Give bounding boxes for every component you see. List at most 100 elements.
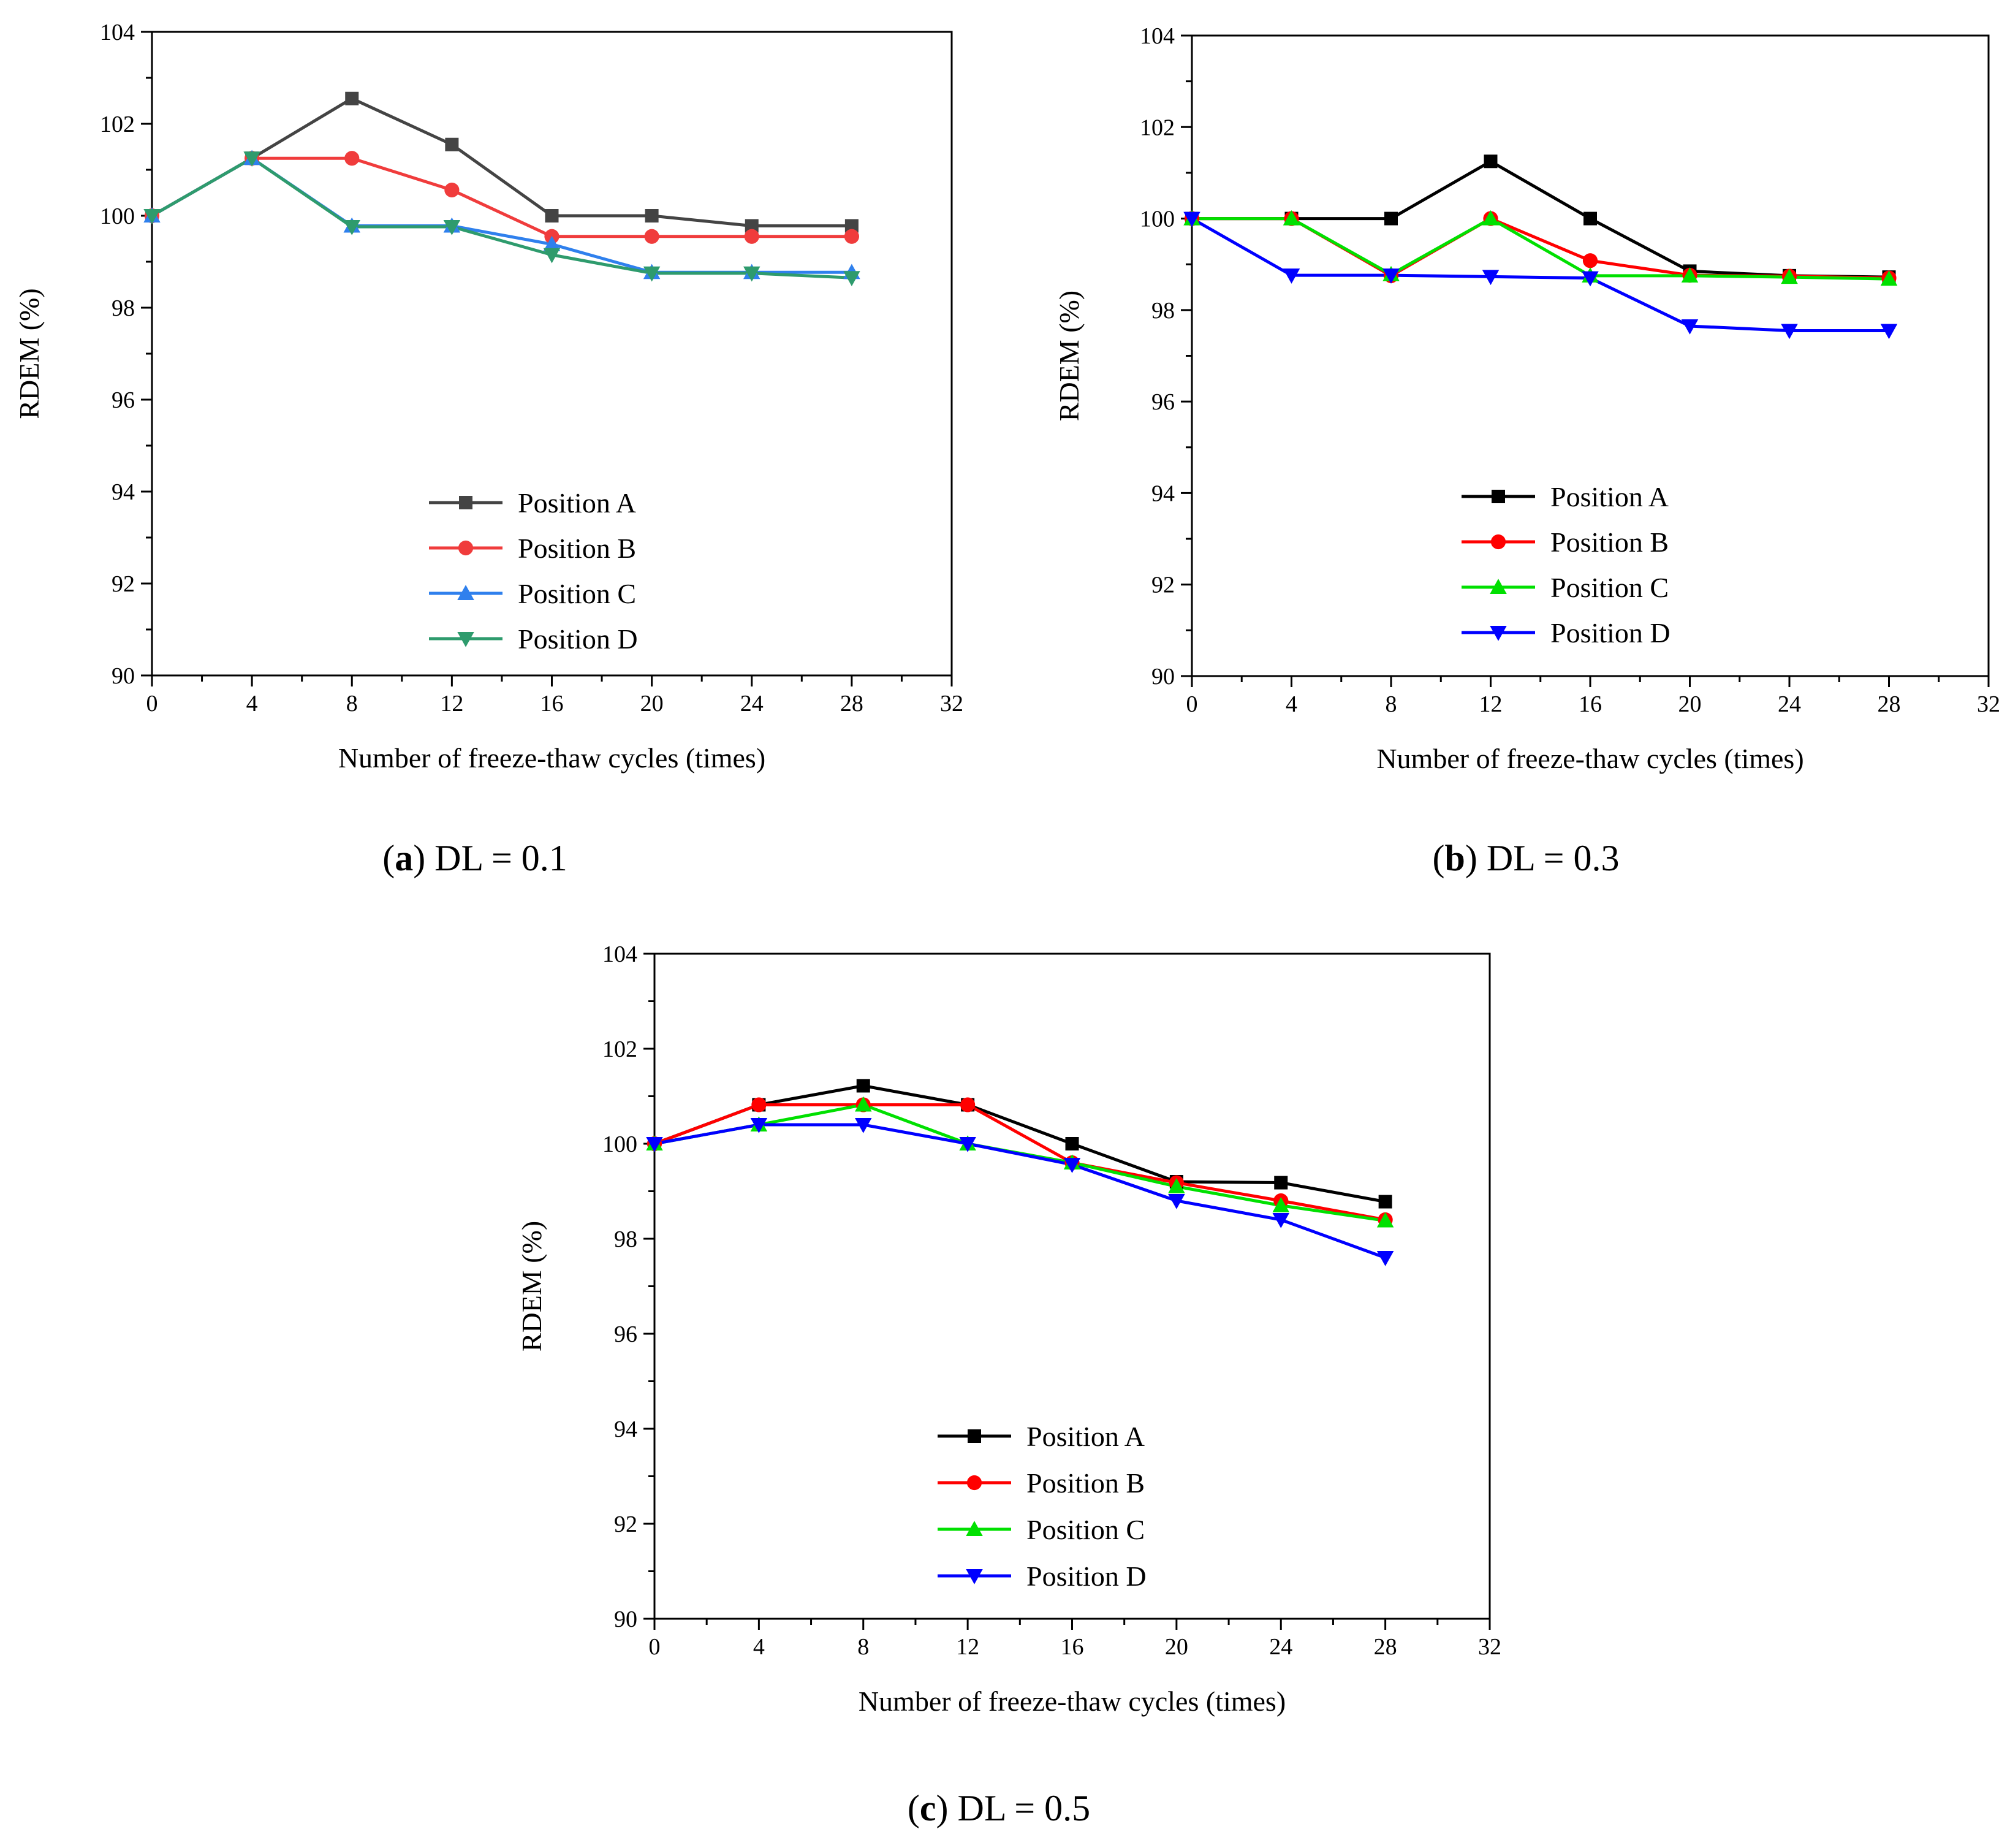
legend-label: Position B xyxy=(1550,527,1669,558)
data-point-position-d xyxy=(1482,270,1500,286)
data-point-position-d xyxy=(343,220,360,235)
data-point-position-d xyxy=(543,248,561,264)
x-tick-label: 28 xyxy=(1374,1634,1397,1660)
data-point-position-a xyxy=(645,209,659,222)
x-tick-label: 24 xyxy=(740,691,764,717)
data-point-position-a xyxy=(345,91,359,105)
y-tick-label: 96 xyxy=(1151,389,1175,415)
x-tick-label: 24 xyxy=(1269,1634,1292,1660)
legend-label: Position A xyxy=(1550,481,1669,512)
legend-label: Position C xyxy=(1550,572,1669,603)
data-point-position-c xyxy=(1283,210,1300,226)
data-point-position-a xyxy=(1583,211,1597,226)
y-tick-label: 102 xyxy=(1140,115,1175,140)
data-point-position-d xyxy=(443,220,461,235)
x-tick-label: 24 xyxy=(1778,691,1801,717)
legend-marker xyxy=(966,1475,982,1491)
data-point-position-d xyxy=(1283,268,1300,284)
panel-caption: (c) DL = 0.5 xyxy=(908,1788,1090,1828)
legend-marker xyxy=(1490,626,1507,641)
y-tick-label: 92 xyxy=(1151,572,1175,598)
y-tick-label: 100 xyxy=(1140,207,1175,232)
legend-marker xyxy=(1490,534,1506,550)
panel-caption: (a) DL = 0.1 xyxy=(382,838,567,878)
data-point-position-d xyxy=(1272,1213,1289,1228)
legend-marker xyxy=(966,1521,983,1536)
x-tick-label: 0 xyxy=(649,1634,661,1660)
series-line-position-a xyxy=(151,96,852,227)
data-point-position-a xyxy=(1384,211,1398,226)
x-tick-label: 32 xyxy=(1977,691,2000,717)
legend-label: Position A xyxy=(1026,1421,1145,1452)
y-tick-label: 90 xyxy=(1151,664,1175,690)
data-point-position-d xyxy=(143,209,161,224)
x-tick-label: 16 xyxy=(1579,691,1602,717)
data-point-position-b xyxy=(344,151,360,166)
data-point-position-a xyxy=(1484,154,1498,169)
series-line-position-d xyxy=(1191,217,1889,332)
data-point-position-d xyxy=(959,1137,976,1152)
y-tick-label: 102 xyxy=(100,112,135,137)
data-point-position-d xyxy=(743,266,760,282)
y-tick-label: 104 xyxy=(100,20,135,45)
data-point-position-d xyxy=(243,151,260,167)
x-tick-label: 20 xyxy=(640,691,664,717)
y-tick-label: 98 xyxy=(614,1226,637,1252)
legend-label: Position D xyxy=(518,623,638,655)
y-tick-label: 90 xyxy=(614,1607,637,1632)
y-tick-label: 94 xyxy=(112,479,135,505)
data-point-position-c xyxy=(1482,210,1500,226)
y-tick-label: 96 xyxy=(614,1321,637,1347)
legend-marker xyxy=(1490,579,1507,594)
x-tick-label: 0 xyxy=(1186,691,1198,717)
series-line-position-c xyxy=(151,156,852,274)
data-point-position-d xyxy=(1781,324,1798,340)
series-line-position-c xyxy=(1192,216,1889,281)
chart-panel-b: 0 4 8 12 16 20 24 28 32 90 92 94 96 98 100 102 104 Number… xyxy=(1053,23,2000,878)
legend-label: Position C xyxy=(518,578,636,609)
data-point-position-c xyxy=(543,235,561,251)
data-point-position-a xyxy=(745,219,759,233)
legend-marker xyxy=(966,1569,983,1584)
y-tick-label: 100 xyxy=(100,203,135,229)
data-point-position-a xyxy=(844,219,859,233)
x-tick-label: 12 xyxy=(1479,691,1503,717)
x-tick-label: 0 xyxy=(146,691,158,717)
data-point-position-d xyxy=(750,1118,768,1133)
data-point-position-a xyxy=(1065,1137,1079,1150)
data-point-position-d xyxy=(1168,1194,1185,1209)
x-tick-label: 12 xyxy=(956,1634,979,1660)
data-point-position-b xyxy=(751,1097,767,1112)
x-tick-label: 20 xyxy=(1678,691,1702,717)
legend-marker xyxy=(458,540,474,556)
data-point-position-b xyxy=(444,182,460,198)
y-tick-label: 104 xyxy=(1140,23,1175,49)
y-tick-label: 92 xyxy=(614,1511,637,1537)
data-point-position-d xyxy=(1681,319,1699,335)
data-point-position-a xyxy=(1274,1176,1288,1190)
data-point-position-a xyxy=(856,1079,870,1093)
data-point-position-d xyxy=(855,1118,872,1133)
legend-marker xyxy=(1492,490,1505,503)
data-point-position-c xyxy=(1168,1178,1185,1193)
data-point-position-b xyxy=(744,229,759,244)
x-tick-label: 28 xyxy=(840,691,863,717)
data-point-position-b xyxy=(960,1097,976,1112)
legend-label: Position C xyxy=(1026,1514,1145,1545)
y-tick-label: 100 xyxy=(602,1131,637,1157)
data-point-position-d xyxy=(843,271,860,286)
data-point-position-d xyxy=(1376,1251,1394,1266)
data-point-position-a xyxy=(1378,1195,1392,1209)
legend-label: Position D xyxy=(1550,617,1671,648)
y-tick-label: 90 xyxy=(112,663,135,689)
data-point-position-d xyxy=(1582,271,1599,287)
series-line-position-b xyxy=(654,1103,1386,1222)
data-point-position-b xyxy=(844,229,859,244)
y-tick-label: 94 xyxy=(1151,481,1175,506)
data-point-position-d xyxy=(646,1137,663,1152)
legend-marker xyxy=(457,585,474,600)
x-tick-label: 20 xyxy=(1165,1634,1188,1660)
data-point-position-c xyxy=(855,1096,872,1112)
data-point-position-d xyxy=(643,266,661,282)
